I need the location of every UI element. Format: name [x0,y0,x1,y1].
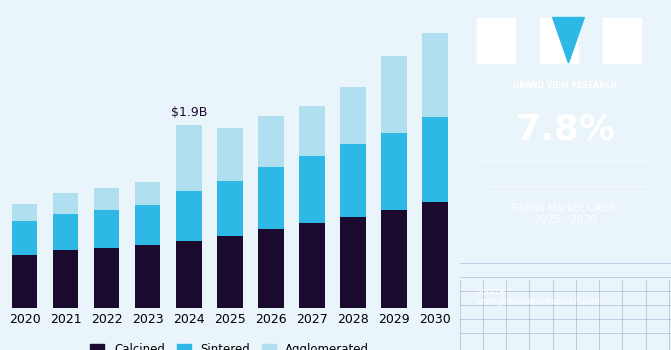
Bar [258,167,284,229]
Legend: Calcined, Sintered, Agglomerated: Calcined, Sintered, Agglomerated [86,338,374,350]
Polygon shape [553,18,584,63]
Bar [299,223,325,308]
Bar [176,241,201,308]
Bar [217,128,242,181]
Bar [422,117,448,202]
Bar [258,117,284,167]
Bar [135,182,160,205]
Bar [299,106,325,156]
Bar [94,188,119,210]
Bar [422,33,448,118]
Bar [299,156,325,223]
FancyBboxPatch shape [603,18,641,63]
FancyBboxPatch shape [476,18,515,63]
Bar [53,214,79,250]
Bar [422,202,448,308]
Bar [53,250,79,308]
Bar [94,210,119,248]
Bar [258,229,284,308]
Bar [217,181,242,236]
Bar [135,245,160,308]
Bar [381,210,407,308]
FancyBboxPatch shape [540,18,578,63]
Bar [176,190,201,241]
Bar [135,205,160,245]
Text: $1.9B: $1.9B [170,106,207,119]
Bar [381,56,407,133]
Bar [12,204,38,222]
Bar [217,236,242,308]
Text: Global Market CAGR,
2025 - 2030: Global Market CAGR, 2025 - 2030 [511,203,620,225]
Bar [12,255,38,308]
Text: 7.8%: 7.8% [515,112,615,147]
Bar [94,248,119,308]
Bar [53,193,79,214]
Bar [340,87,366,144]
Bar [340,217,366,308]
Bar [340,144,366,217]
Text: Source:
www.grandviewresearch.com: Source: www.grandviewresearch.com [476,287,601,306]
Bar [381,133,407,210]
Bar [12,222,38,255]
Bar [176,125,201,190]
Text: GRAND VIEW RESEARCH: GRAND VIEW RESEARCH [513,80,617,90]
